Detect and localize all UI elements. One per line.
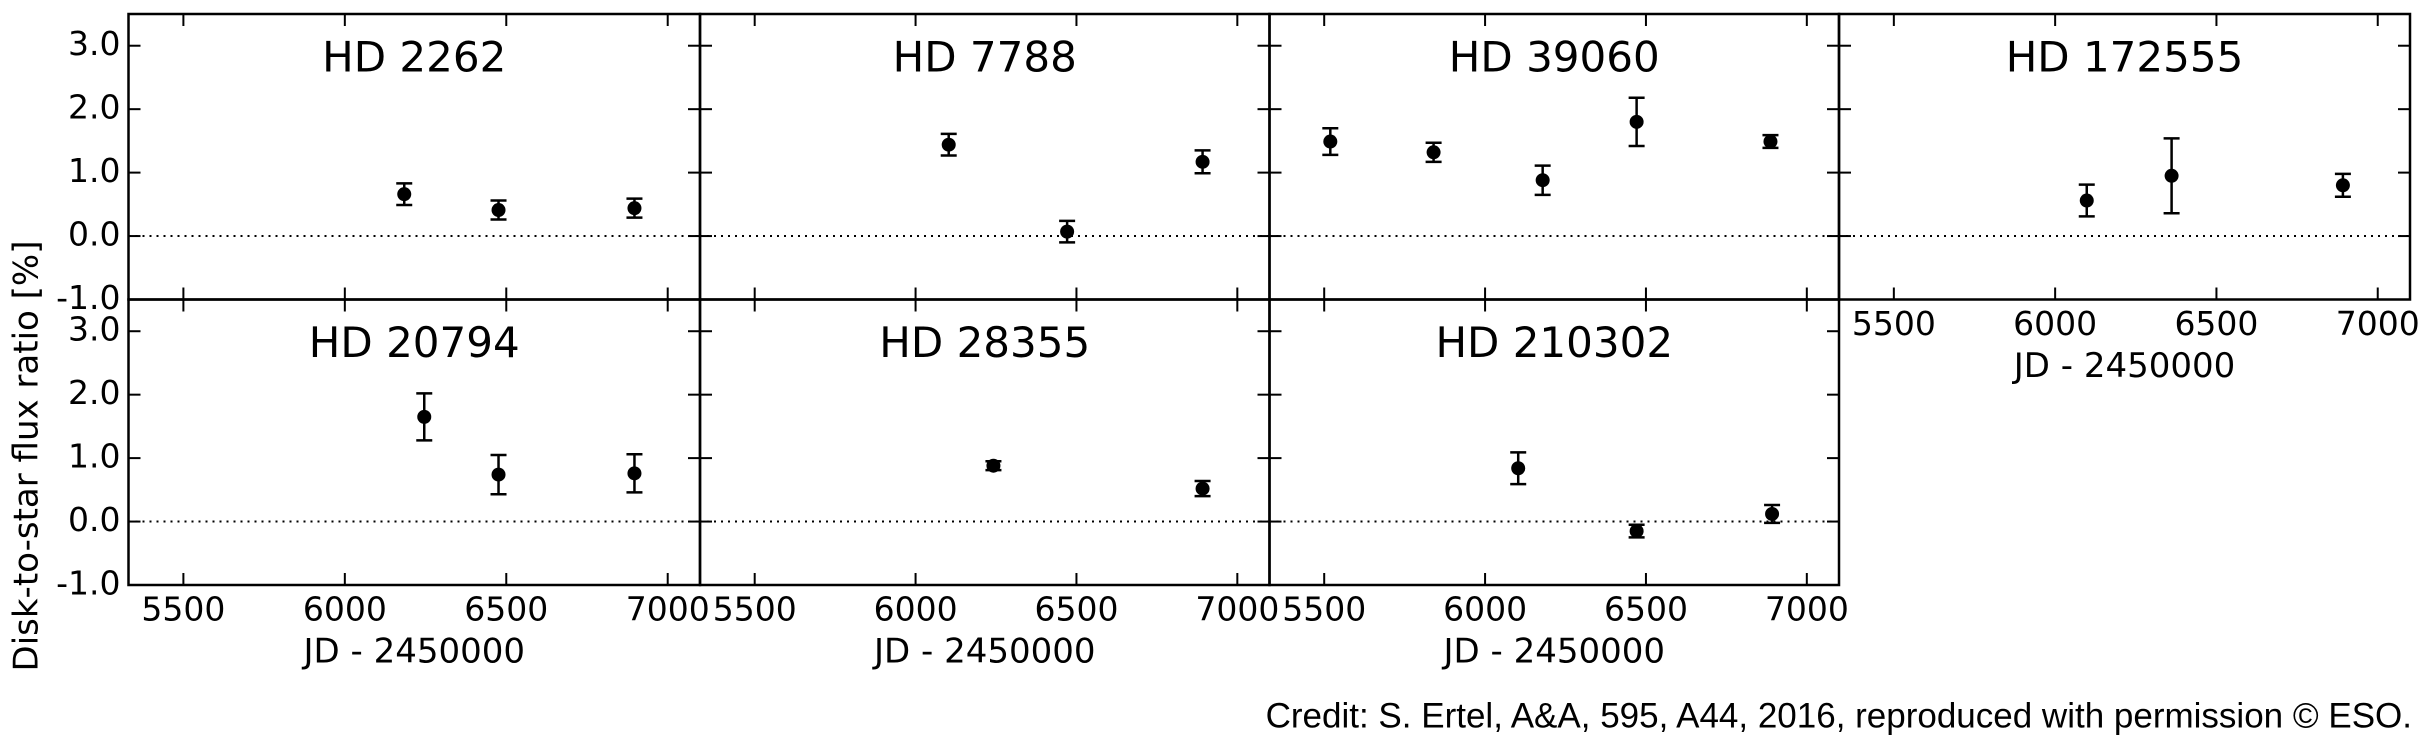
y-tick-label: 0.0 — [68, 500, 120, 539]
panel-title: HD 2262 — [322, 33, 506, 82]
data-point — [1629, 114, 1644, 129]
x-axis-label: JD - 2450000 — [301, 632, 525, 672]
data-point — [1195, 154, 1210, 169]
data-point — [1511, 461, 1526, 476]
x-tick-label: 6000 — [874, 590, 958, 629]
panel-frame — [1837, 12, 2412, 301]
data-point — [2164, 168, 2179, 183]
x-axis-label: JD - 2450000 — [872, 632, 1096, 672]
data-point — [627, 201, 642, 216]
data-point — [627, 466, 642, 481]
y-tick-label: 1.0 — [68, 151, 120, 190]
x-tick-label: 6000 — [303, 590, 387, 629]
data-point — [1763, 134, 1778, 149]
x-tick-label: 7000 — [1195, 590, 1279, 629]
data-point — [1323, 134, 1338, 149]
y-tick-label: 2.0 — [68, 373, 120, 412]
x-tick-label: 6500 — [1604, 590, 1688, 629]
x-axis-label: JD - 2450000 — [1441, 632, 1665, 672]
x-tick-label: 5500 — [713, 590, 797, 629]
panel-frame — [1268, 298, 1841, 587]
panel-title: HD 210302 — [1435, 318, 1673, 367]
x-tick-label: 7000 — [1765, 590, 1849, 629]
x-tick-label: 7000 — [2336, 304, 2420, 343]
x-tick-label: 5500 — [1282, 590, 1366, 629]
x-tick-label: 6500 — [1034, 590, 1118, 629]
panel-title: HD 7788 — [893, 33, 1077, 82]
x-tick-label: 7000 — [626, 590, 710, 629]
panel-title: HD 39060 — [1449, 33, 1660, 82]
data-point — [986, 458, 1001, 473]
credit: Credit: S. Ertel, A&A, 595, A44, 2016, r… — [1266, 696, 2412, 735]
y-tick-label: -1.0 — [56, 278, 120, 317]
data-point — [1426, 145, 1441, 160]
x-tick-label: 5500 — [1852, 304, 1936, 343]
x-tick-label: 6500 — [2174, 304, 2258, 343]
data-point — [1535, 173, 1550, 188]
data-point — [491, 203, 506, 218]
y-axis-label: Disk-to-star flux ratio [%] — [7, 241, 47, 672]
x-tick-label: 6500 — [464, 590, 548, 629]
data-point — [417, 409, 432, 424]
x-tick-label: 6000 — [1443, 590, 1527, 629]
data-point — [1765, 506, 1780, 521]
y-tick-label: 2.0 — [68, 88, 120, 127]
y-tick-label: 1.0 — [68, 437, 120, 476]
data-point — [941, 137, 956, 152]
x-axis-label: JD - 2450000 — [2012, 346, 2236, 386]
panel-title: HD 28355 — [879, 318, 1090, 367]
data-point — [491, 467, 506, 482]
x-tick-label: 5500 — [141, 590, 225, 629]
data-point — [1060, 224, 1075, 239]
data-point — [2335, 178, 2350, 193]
y-tick-label: -1.0 — [56, 564, 120, 603]
data-point — [397, 187, 412, 202]
panel-title: HD 172555 — [2006, 33, 2244, 82]
data-point — [2079, 193, 2094, 208]
y-tick-label: 3.0 — [68, 24, 120, 63]
panel-title: HD 20794 — [309, 318, 520, 367]
data-point — [1195, 481, 1210, 496]
y-tick-label: 0.0 — [68, 215, 120, 254]
y-tick-label: 3.0 — [68, 310, 120, 349]
x-tick-label: 6000 — [2013, 304, 2097, 343]
data-point — [1629, 524, 1644, 539]
